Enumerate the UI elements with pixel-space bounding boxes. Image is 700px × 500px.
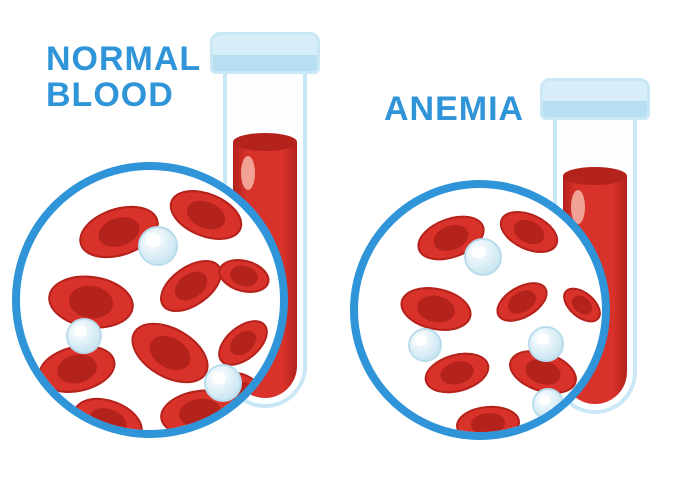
red-blood-cell xyxy=(490,274,554,330)
white-blood-cell xyxy=(408,328,442,362)
white-blood-cell xyxy=(464,238,502,276)
red-blood-cell xyxy=(396,281,475,337)
anemia-panel: ANEMIA xyxy=(350,0,700,500)
white-blood-cell xyxy=(138,226,178,266)
white-blood-cell xyxy=(528,326,564,362)
red-blood-cell xyxy=(557,281,607,329)
white-blood-cell xyxy=(532,388,564,420)
tube-highlight xyxy=(241,156,255,190)
red-blood-cell xyxy=(493,203,564,262)
normal-magnifier xyxy=(12,162,288,438)
white-blood-cell xyxy=(66,318,102,354)
tube-cap xyxy=(210,32,320,74)
anemia-magnifier xyxy=(350,180,610,440)
white-blood-cell xyxy=(204,364,242,402)
red-blood-cell xyxy=(215,254,274,298)
magnifier-field xyxy=(358,188,602,432)
red-blood-cell xyxy=(455,403,522,440)
magnifier-field xyxy=(20,170,280,430)
anemia-title: ANEMIA xyxy=(384,92,524,128)
normal-blood-title: NORMAL BLOOD xyxy=(46,42,201,113)
blood-meniscus xyxy=(563,167,627,185)
blood-meniscus xyxy=(233,133,297,151)
tube-cap xyxy=(540,78,650,120)
red-blood-cell xyxy=(67,389,150,438)
normal-blood-panel: NORMAL BLOOD xyxy=(0,0,350,500)
